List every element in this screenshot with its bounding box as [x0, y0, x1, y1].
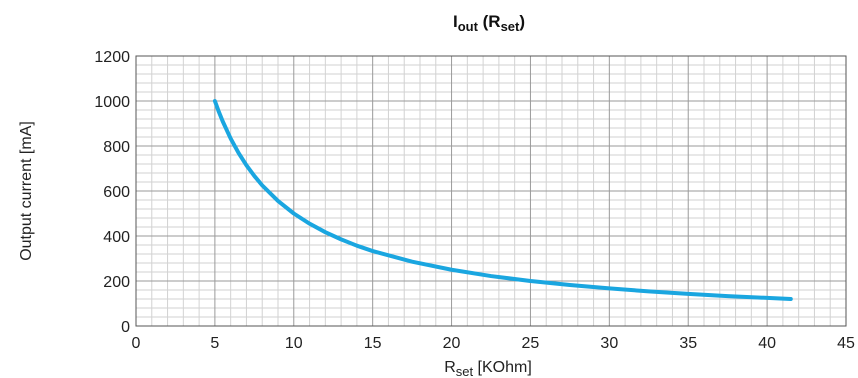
x-tick-label: 20	[443, 335, 461, 352]
plot-frame	[135, 55, 847, 327]
x-tick-label: 0	[132, 335, 141, 352]
x-tick-label: 40	[758, 335, 776, 352]
x-axis-label-sub: set	[456, 364, 474, 378]
y-tick-label: 800	[103, 139, 130, 156]
y-tick-label: 400	[103, 229, 130, 246]
y-tick-label: 600	[103, 184, 130, 201]
y-axis-label: Output current [mA]	[18, 121, 35, 261]
x-tick-label: 30	[600, 335, 618, 352]
y-tick-label: 1000	[94, 94, 130, 111]
x-axis-label-rest: [KOhm]	[473, 359, 532, 376]
x-tick-label: 45	[837, 335, 855, 352]
major-grid	[135, 55, 847, 327]
y-tick-labels: 0 200 400 600 800 1000 1200	[94, 49, 130, 336]
y-tick-label: 1200	[94, 49, 130, 66]
title-paren-close: )	[519, 12, 525, 31]
title-sub: out	[458, 19, 479, 34]
title-paren-open: (R	[478, 12, 501, 31]
x-tick-label: 10	[285, 335, 303, 352]
title-main: I	[453, 12, 458, 31]
series-layer	[212, 99, 793, 301]
y-tick-label: 0	[121, 319, 130, 336]
x-tick-label: 5	[210, 335, 219, 352]
x-tick-label: 15	[364, 335, 382, 352]
chart-title: Iout (Rset)	[453, 12, 525, 34]
x-tick-label: 25	[522, 335, 540, 352]
x-axis-label-main: R	[444, 359, 456, 376]
x-axis-label: Rset [KOhm]	[444, 359, 532, 378]
x-tick-labels: 0 5 10 15 20 25 30 35 40 45	[132, 335, 855, 352]
series-line-0	[212, 99, 793, 301]
x-tick-label: 35	[679, 335, 697, 352]
title-paren-sub: set	[501, 19, 520, 34]
y-tick-label: 200	[103, 274, 130, 291]
